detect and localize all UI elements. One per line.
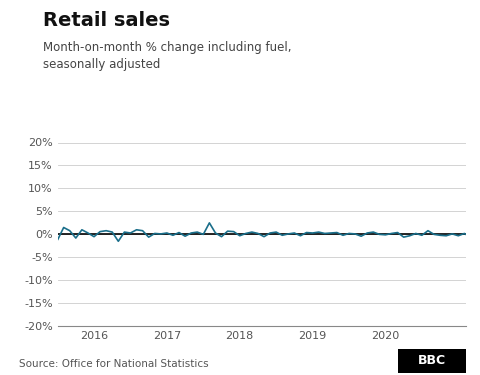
Text: Source: Office for National Statistics: Source: Office for National Statistics [19,359,209,369]
Text: BBC: BBC [418,354,446,368]
Text: Retail sales: Retail sales [43,11,170,30]
Text: Month-on-month % change including fuel,
seasonally adjusted: Month-on-month % change including fuel, … [43,41,292,71]
